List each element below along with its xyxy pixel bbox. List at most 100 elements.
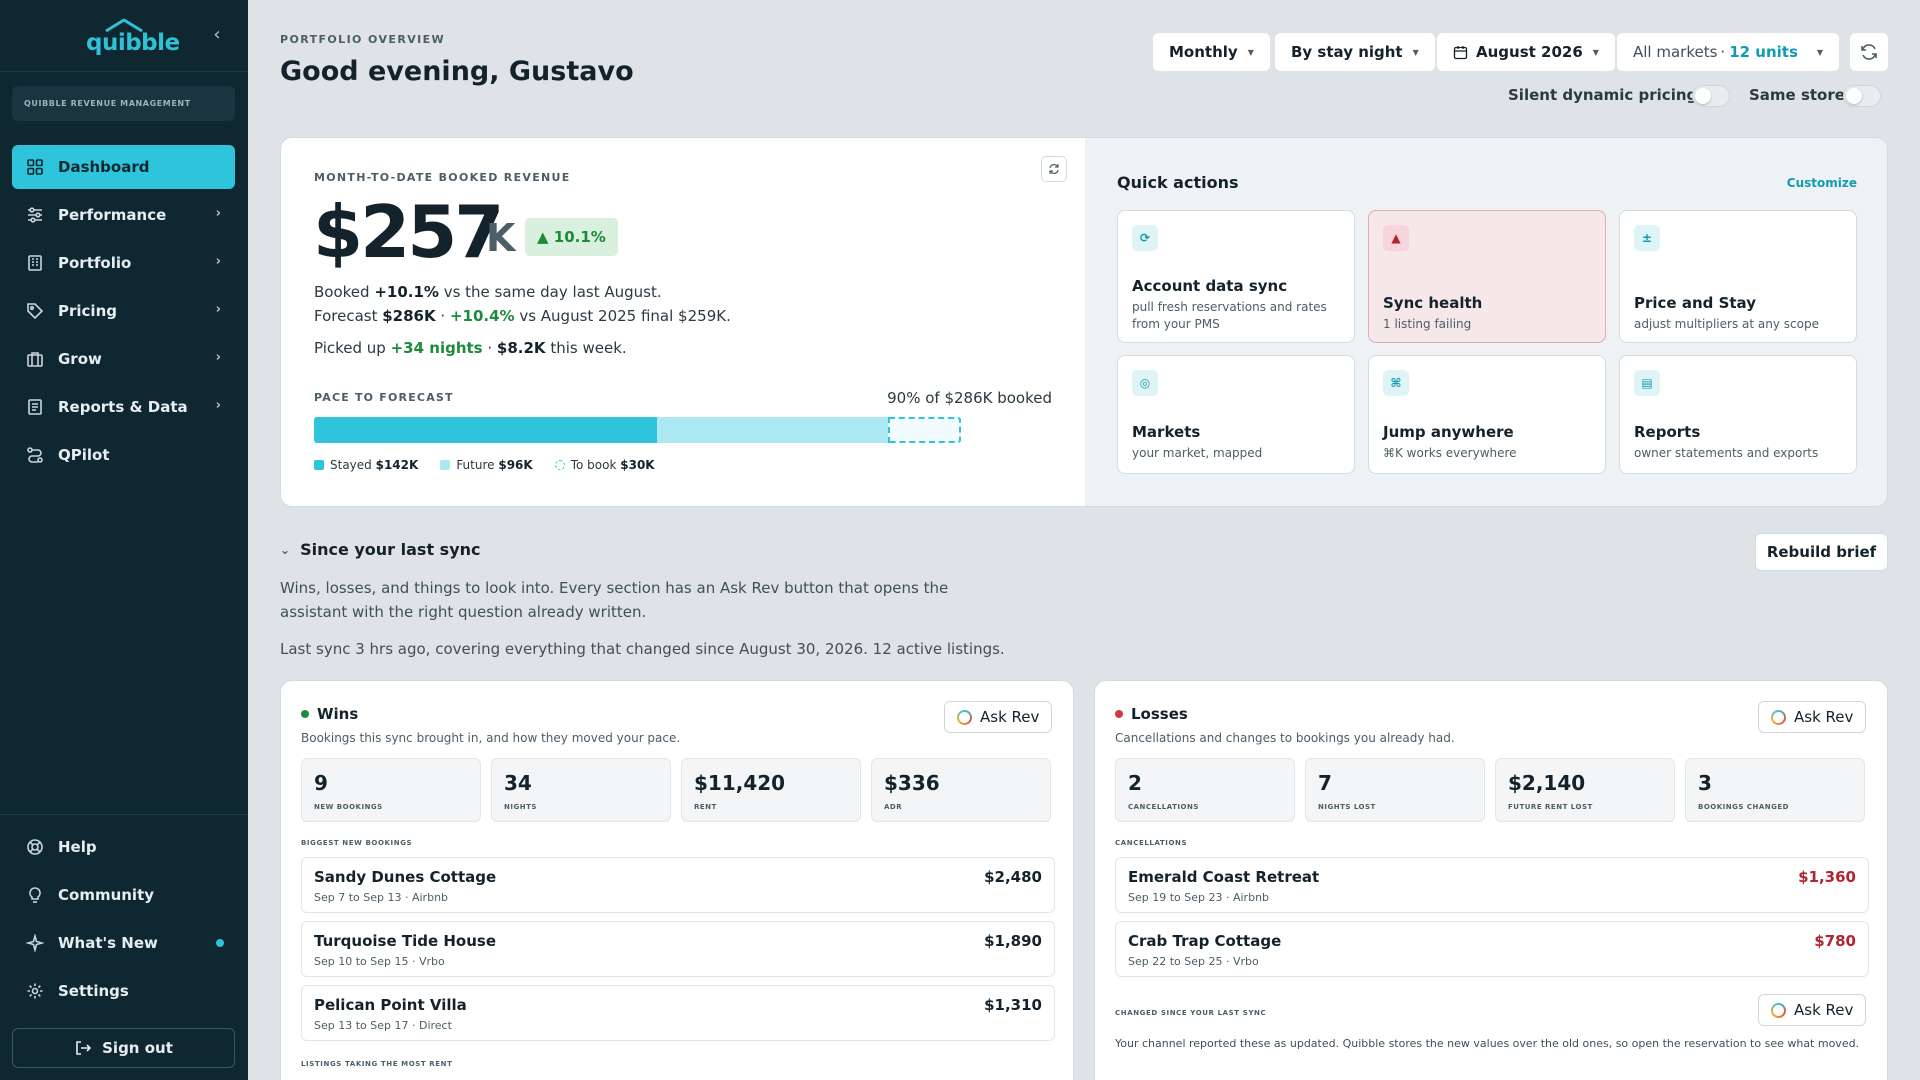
- triangle-up-icon: ▲: [537, 228, 549, 246]
- sidebar-item-label: Performance: [58, 206, 167, 224]
- stat-value: 34: [504, 771, 532, 795]
- sidebar-item-whats-new[interactable]: What's New: [12, 921, 236, 965]
- sidebar-item-portfolio[interactable]: Portfolio ›: [12, 241, 235, 285]
- legend-swatch: [440, 460, 451, 470]
- rebuild-brief-button[interactable]: Rebuild brief: [1755, 533, 1888, 571]
- legend-value: $142K: [375, 458, 419, 472]
- sidebar-item-reports[interactable]: Reports & Data ›: [12, 385, 235, 429]
- refresh-icon: [1861, 44, 1877, 60]
- sync-icon: ⟳: [1132, 225, 1158, 251]
- qa-price-and-stay[interactable]: ± Price and Stay adjust multipliers at a…: [1619, 210, 1857, 343]
- month-dropdown[interactable]: August 2026 ▼: [1437, 33, 1615, 71]
- command-icon: ⌘: [1383, 370, 1409, 396]
- route-icon: [26, 446, 44, 464]
- stat-value: 2: [1128, 771, 1142, 795]
- revenue-delta-badge: ▲ 10.1%: [525, 218, 618, 256]
- sidebar-item-performance[interactable]: Performance ›: [12, 193, 235, 237]
- stat-label: NIGHTS LOST: [1318, 803, 1376, 811]
- sidebar-item-label: Community: [58, 886, 155, 904]
- legend-label: To book: [570, 458, 617, 472]
- caret-down-icon: ▼: [1592, 47, 1599, 57]
- qa-name: Markets: [1132, 423, 1201, 441]
- sidebar-item-label: What's New: [58, 934, 158, 952]
- losses-subtitle: Cancellations and changes to bookings yo…: [1115, 731, 1455, 745]
- logo-row: quibble ‹: [0, 0, 248, 72]
- sidebar-item-pricing[interactable]: Pricing ›: [12, 289, 235, 333]
- list-item[interactable]: Turquoise Tide House Sep 10 to Sep 15 · V…: [301, 921, 1055, 977]
- period-dropdown[interactable]: Monthly ▼: [1153, 33, 1270, 71]
- sidebar-item-label: Settings: [58, 982, 129, 1000]
- quibble-logo[interactable]: quibble: [86, 18, 180, 56]
- losses-panel: Losses Cancellations and changes to book…: [1094, 680, 1888, 1080]
- since-last-sync-toggle[interactable]: ⌄ Since your last sync: [280, 540, 481, 559]
- list-item[interactable]: Pelican Point Villa Sep 13 to Sep 17 · Di…: [301, 985, 1055, 1041]
- sidebar-item-label: Help: [58, 838, 97, 856]
- target-icon: ◎: [1132, 370, 1158, 396]
- refresh-icon: [1049, 164, 1059, 174]
- customize-link[interactable]: Customize: [1786, 176, 1857, 190]
- table-icon: ▤: [1634, 370, 1660, 396]
- markets-dropdown[interactable]: All markets · 12 units ▼: [1617, 33, 1839, 71]
- sign-out-button[interactable]: Sign out: [12, 1028, 235, 1068]
- legend-label: Future: [456, 458, 495, 472]
- revenue-refresh-button[interactable]: [1041, 156, 1067, 182]
- chevron-right-icon: ›: [215, 398, 221, 413]
- qa-account-data-sync[interactable]: ⟳ Account data sync pull fresh reservati…: [1117, 210, 1355, 343]
- silent-pricing-toggle[interactable]: [1692, 85, 1730, 107]
- qa-desc: 1 listing failing: [1383, 317, 1472, 331]
- wins-title-text: Wins: [317, 705, 359, 723]
- ask-rev-icon: [1771, 1002, 1786, 1018]
- refresh-button[interactable]: [1850, 33, 1888, 71]
- forecast-line: Forecast $286K · +10.4% vs August 2025 f…: [314, 307, 731, 325]
- caret-down-icon: ▼: [1247, 47, 1254, 57]
- sidebar-item-dashboard[interactable]: Dashboard: [12, 145, 235, 189]
- org-name: QUIBBLE REVENUE MANAGEMENT: [12, 86, 235, 121]
- ask-rev-button[interactable]: Ask Rev: [1758, 994, 1867, 1026]
- chevron-right-icon: ›: [215, 350, 221, 365]
- list-item[interactable]: Sandy Dunes Cottage Sep 7 to Sep 13 · Air…: [301, 857, 1055, 913]
- building-icon: [26, 254, 44, 272]
- qa-name: Reports: [1634, 423, 1701, 441]
- revenue-value: $257: [313, 190, 504, 274]
- stat-nights-lost: 7 NIGHTS LOST: [1305, 758, 1485, 822]
- booked-text: Booked: [314, 283, 375, 301]
- list-item[interactable]: Emerald Coast Retreat Sep 19 to Sep 23 · …: [1115, 857, 1869, 913]
- pace-bar: [314, 417, 1004, 443]
- pace-future-segment: [656, 417, 889, 443]
- page-title: Good evening, Gustavo: [280, 56, 634, 87]
- stat-label: CANCELLATIONS: [1128, 803, 1199, 811]
- stat-value: $336: [884, 771, 940, 795]
- grid-icon: [26, 158, 44, 176]
- legend-swatch: [314, 460, 324, 470]
- pace-stayed-segment: [314, 417, 657, 443]
- sidebar-item-grow[interactable]: Grow ›: [12, 337, 235, 381]
- legend-label: Stayed: [330, 458, 372, 472]
- sidebar-item-label: Reports & Data: [58, 398, 188, 416]
- qa-markets[interactable]: ◎ Markets your market, mapped: [1117, 355, 1355, 474]
- sidebar-item-label: Dashboard: [58, 158, 150, 176]
- qa-jump-anywhere[interactable]: ⌘ Jump anywhere ⌘K works everywhere: [1368, 355, 1606, 474]
- sidebar-item-community[interactable]: Community: [12, 873, 236, 917]
- ask-rev-button[interactable]: Ask Rev: [1758, 701, 1867, 733]
- stat-label: FUTURE RENT LOST: [1508, 803, 1593, 811]
- pace-legend: Stayed $142K Future $96K To book $30K: [314, 458, 655, 472]
- collapse-sidebar-button[interactable]: ‹: [213, 24, 221, 45]
- document-icon: [26, 398, 44, 416]
- qa-reports[interactable]: ▤ Reports owner statements and exports: [1619, 355, 1857, 474]
- sidebar-item-qpilot[interactable]: QPilot: [12, 433, 235, 477]
- sidebar-item-settings[interactable]: Settings: [12, 969, 236, 1013]
- ask-rev-button[interactable]: Ask Rev: [944, 701, 1053, 733]
- qa-sync-health[interactable]: ▲ Sync health 1 listing failing: [1368, 210, 1606, 343]
- stat-nights: 34 NIGHTS: [491, 758, 671, 822]
- basis-dropdown[interactable]: By stay night ▼: [1275, 33, 1435, 71]
- sidebar-item-label: QPilot: [58, 446, 110, 464]
- forecast-sep: ·: [435, 307, 450, 325]
- gear-icon: [26, 982, 44, 1000]
- chevron-right-icon: ›: [215, 254, 221, 269]
- section-label: BIGGEST NEW BOOKINGS: [301, 839, 413, 847]
- same-store-toggle[interactable]: [1843, 85, 1881, 107]
- logo-wordmark: quibble: [86, 30, 180, 56]
- stat-label: RENT: [694, 803, 717, 811]
- sidebar-item-help[interactable]: Help: [12, 825, 236, 869]
- list-item[interactable]: Crab Trap Cottage Sep 22 to Sep 25 · Vrbo…: [1115, 921, 1869, 977]
